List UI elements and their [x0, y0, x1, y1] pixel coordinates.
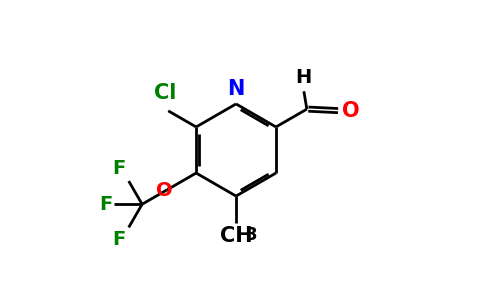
- Text: H: H: [296, 68, 312, 87]
- Text: Cl: Cl: [154, 83, 177, 103]
- Text: CH: CH: [220, 226, 252, 246]
- Text: O: O: [342, 100, 360, 121]
- Text: F: F: [112, 159, 126, 178]
- Text: F: F: [99, 195, 112, 214]
- Text: N: N: [227, 80, 245, 100]
- Text: O: O: [156, 181, 172, 200]
- Text: 3: 3: [246, 226, 257, 244]
- Text: F: F: [112, 230, 126, 249]
